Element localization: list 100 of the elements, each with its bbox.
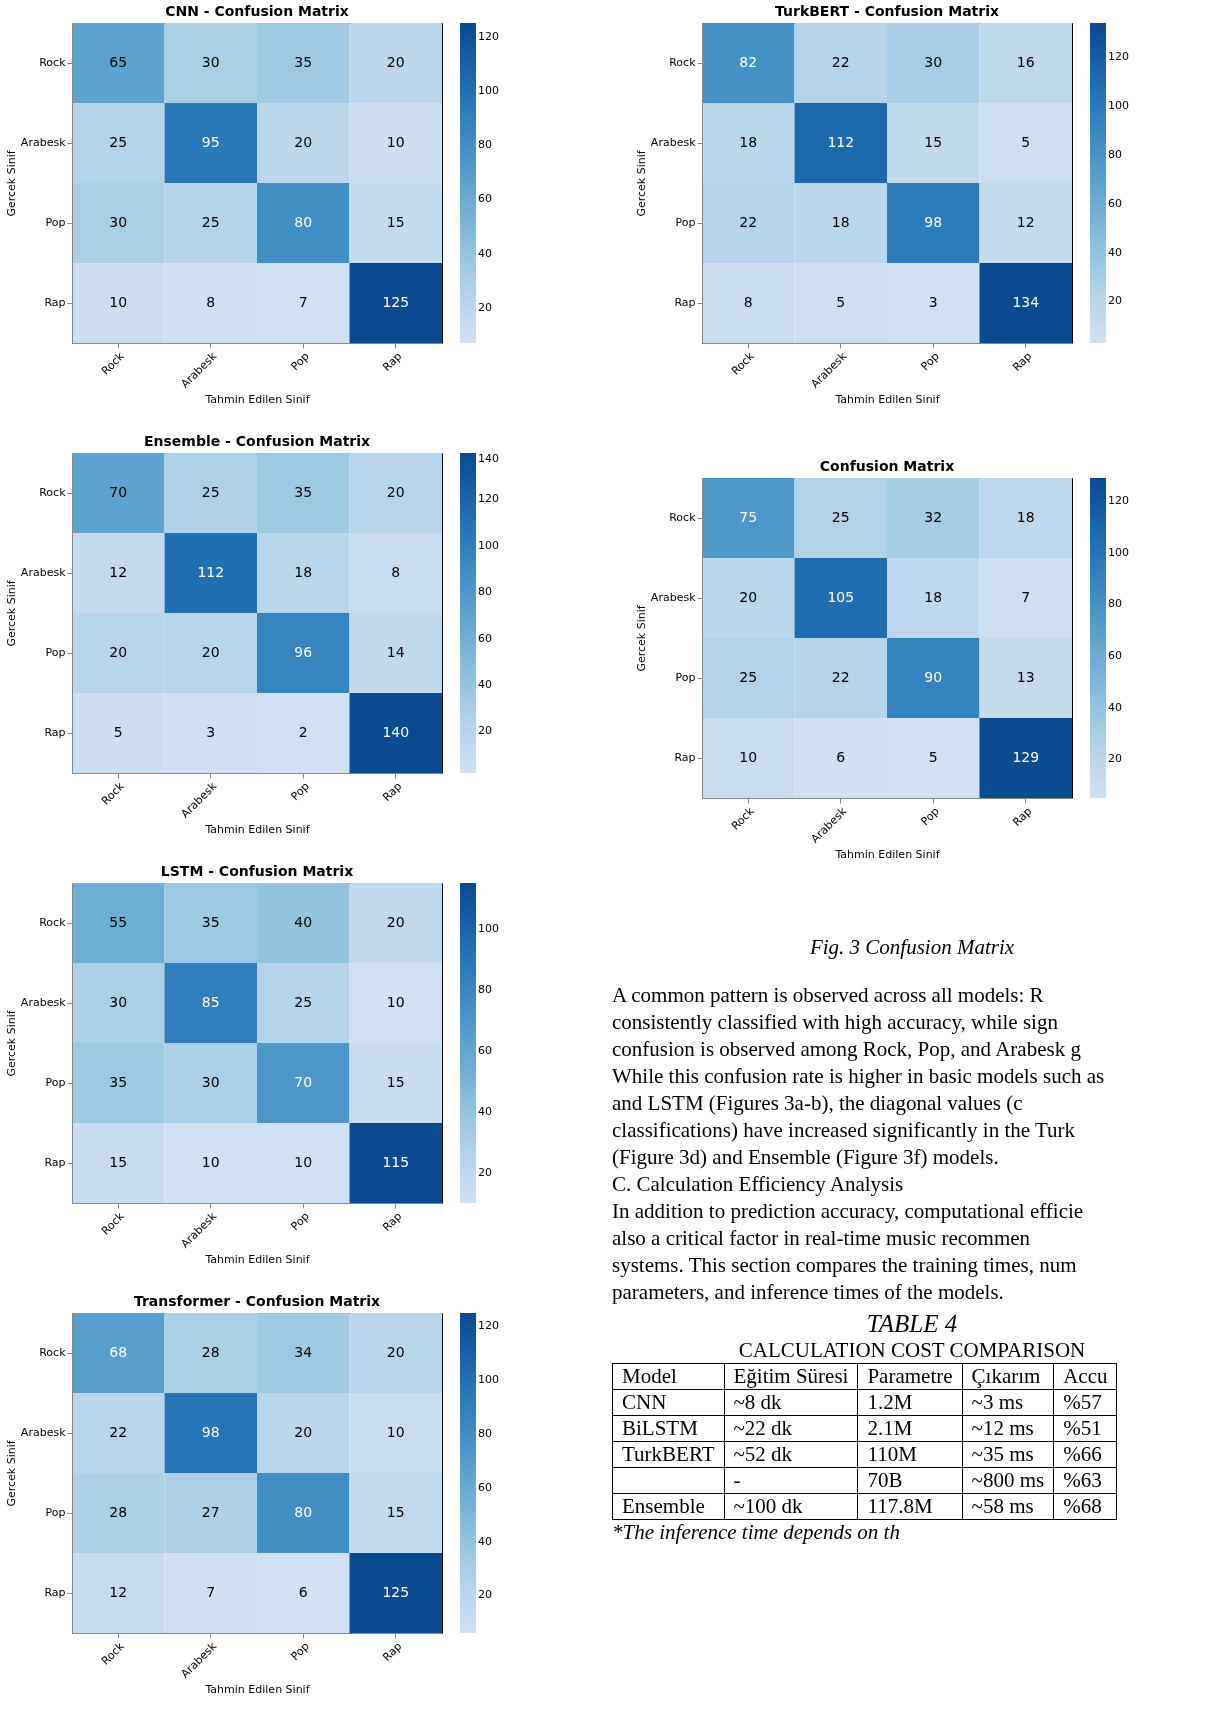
y-axis-title: Gercek Sinif (4, 149, 18, 217)
data-label: 12 (109, 564, 128, 580)
color-bar-label: 60 (478, 631, 492, 645)
x-tick-label: Rap (1010, 804, 1035, 829)
data-label: 134 (1012, 294, 1040, 310)
data-label: 3 (206, 724, 216, 740)
x-tick-label: Pop (918, 349, 942, 374)
category-label: TurkBERT (622, 1442, 715, 1466)
data-label: 6 (836, 749, 846, 765)
color-bar-label: 40 (478, 246, 492, 260)
data-label: 65 (109, 54, 128, 70)
color-bar-label: 140 (478, 452, 499, 465)
chart-title: LSTM - Confusion Matrix (160, 863, 354, 879)
y-axis-title: Gercek Sinif (4, 579, 18, 647)
data-label: 22 (831, 669, 850, 685)
color-bar-label: 120 (478, 492, 499, 506)
data-label: 5 (1021, 134, 1031, 150)
data-label: 25 (831, 509, 850, 525)
data-label: 30 (201, 1074, 220, 1090)
data-label: 2 (298, 724, 308, 740)
data-label: 82 (739, 54, 758, 70)
text: classifications) have increased significantly in the Turk (612, 1117, 1077, 1144)
x-axis-title: Tahmin Edilen Sinif (204, 822, 311, 836)
data-label: 25 (739, 669, 758, 685)
y-tick-label: Rap (44, 1156, 66, 1169)
category-label: BiLSTM (622, 1416, 698, 1440)
category-label: Ensemble (622, 1494, 705, 1518)
color-bar-label: 40 (1108, 245, 1122, 259)
data-label: 20 (294, 134, 313, 150)
text: - (733, 1468, 741, 1492)
data-label: 18 (831, 214, 850, 230)
color-bar-label: 20 (1108, 294, 1122, 308)
x-tick-label: Pop (288, 349, 312, 374)
y-tick-label: Pop (45, 646, 66, 659)
data-label: 16 (1016, 54, 1035, 70)
text: 117.8M (867, 1494, 933, 1518)
data-label: 40 (294, 914, 313, 930)
data-label: 18 (739, 134, 758, 150)
chart-title: Confusion Matrix (819, 458, 955, 474)
data-label: 20 (294, 1424, 313, 1440)
y-tick-label: Arabesk (20, 1426, 67, 1439)
text: %57 (1063, 1390, 1102, 1414)
text: %63 (1063, 1468, 1102, 1492)
data-label: 10 (386, 994, 405, 1010)
data-label: 80 (294, 214, 313, 230)
color-bar-label: 100 (478, 921, 499, 935)
data-label: 10 (201, 1154, 220, 1170)
color-bar-label: 40 (478, 1104, 492, 1118)
x-tick-label: Pop (288, 779, 312, 804)
data-label: 35 (294, 54, 313, 70)
category-label: CNN (622, 1390, 667, 1414)
data-label: 98 (924, 214, 943, 230)
color-bar-label: 60 (478, 192, 492, 206)
color-bar-label: 100 (478, 538, 499, 552)
category-label: Çıkarım (962, 1363, 1054, 1390)
x-tick-label: Rap (380, 1639, 405, 1664)
data-label: 15 (924, 134, 943, 150)
data-label: 70 (294, 1074, 313, 1090)
data-label: 10 (739, 749, 758, 765)
data-label: 10 (294, 1154, 313, 1170)
data-label: 98 (201, 1424, 220, 1440)
category-label: Eğitim Süresi (724, 1363, 858, 1390)
data-label: 30 (109, 994, 128, 1010)
color-bar-label: 20 (478, 1588, 492, 1602)
data-label: 35 (201, 914, 220, 930)
text: 2.1M (867, 1416, 913, 1440)
data-label: 115 (382, 1154, 410, 1170)
color-bar-label: 40 (478, 677, 492, 691)
y-tick-label: Arabesk (650, 136, 697, 149)
color-bar-label: 100 (1108, 99, 1129, 113)
data-label: 8 (743, 294, 753, 310)
data-label: 30 (201, 54, 220, 70)
y-tick-label: Rock (39, 1346, 67, 1359)
text: 70B (867, 1468, 903, 1492)
data-label: 7 (298, 294, 308, 310)
data-label: 125 (382, 294, 410, 310)
y-tick-label: Rap (674, 751, 696, 764)
data-label: 5 (928, 749, 938, 765)
data-label: 28 (201, 1344, 220, 1360)
data-label: 7 (206, 1584, 216, 1600)
text: C. Calculation Efficiency Analysis (612, 1171, 905, 1198)
data-label: 15 (386, 1504, 405, 1520)
text: %66 (1063, 1442, 1102, 1466)
color-bar-label: 120 (1108, 50, 1129, 64)
text: ~100 dk (733, 1494, 803, 1518)
data-label: 96 (294, 644, 313, 660)
chart-title: TurkBERT - Confusion Matrix (775, 3, 999, 19)
data-label: 5 (836, 294, 846, 310)
text: 1.2M (867, 1390, 913, 1414)
data-label: 22 (109, 1424, 128, 1440)
data-label: 25 (294, 994, 313, 1010)
y-tick-label: Pop (45, 216, 66, 229)
y-tick-label: Arabesk (20, 996, 67, 1009)
y-tick-label: Pop (675, 216, 696, 229)
category-label: Parametre (857, 1363, 963, 1390)
text: ~12 ms (971, 1416, 1034, 1440)
category-label: Accu (1053, 1363, 1117, 1390)
y-tick-label: Pop (675, 671, 696, 684)
x-axis-title: Tahmin Edilen Sinif (204, 1252, 311, 1266)
color-bar-label: 120 (1108, 494, 1129, 508)
